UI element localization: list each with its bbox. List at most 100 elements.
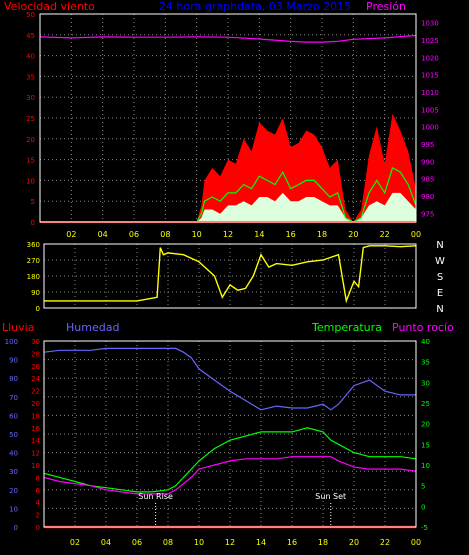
temperature-axis-tick: 20: [421, 421, 430, 429]
pressure-axis-tick: 990: [421, 158, 434, 166]
temperature-axis-tick: 30: [421, 379, 430, 387]
hour-tick-label: 02: [70, 538, 80, 547]
hour-tick-label: 16: [286, 230, 296, 239]
wind-axis-tick: 40: [26, 53, 35, 61]
temperature-axis-tick: 40: [421, 338, 430, 346]
humidity-axis-tick: 90: [9, 357, 18, 365]
graph-date-title: 24 hora graphdata, 03 Marzo 2015: [159, 0, 351, 13]
hour-tick-label: 10: [192, 230, 202, 239]
wind-title: Velocidad viento: [4, 0, 95, 13]
hour-tick-label: 22: [380, 230, 390, 239]
temperature-axis-tick: 25: [421, 400, 430, 408]
hour-tick-label: 04: [101, 538, 111, 547]
direction-panel-frame: [43, 243, 417, 309]
rain-axis-tick: 4: [36, 499, 41, 507]
wind-average-line: [40, 167, 417, 223]
temperature-axis-tick: 35: [421, 359, 430, 367]
hour-tick-label: 18: [317, 230, 327, 239]
rain-axis-tick: 20: [31, 400, 40, 408]
hour-tick-label: 04: [98, 230, 108, 239]
rain-axis-tick: 6: [36, 487, 41, 495]
rain-axis-tick: 24: [31, 375, 40, 383]
pressure-axis-tick: 1025: [421, 37, 439, 45]
humidity-axis-tick: 70: [9, 394, 18, 402]
pressure-title: Presión: [366, 0, 406, 13]
temperature-axis-tick: 5: [421, 483, 425, 491]
pressure-axis-tick: 1030: [421, 20, 439, 28]
hour-tick-label: 00: [411, 230, 421, 239]
wind-axis-tick: 10: [26, 177, 35, 185]
temperature-axis-tick: 15: [421, 441, 430, 449]
wind-axis-tick: 5: [31, 198, 35, 206]
hour-tick-label: 08: [160, 230, 170, 239]
hour-tick-label: 20: [348, 230, 358, 239]
wind-panel-frame: [39, 13, 417, 223]
pressure-axis-tick: 1015: [421, 72, 439, 80]
humidity-axis-tick: 20: [9, 487, 18, 495]
rain-title: Lluvia: [2, 321, 34, 334]
humidity-axis-tick: 10: [9, 505, 18, 513]
sunset-label: Sun Set: [315, 492, 346, 501]
hour-tick-label: 06: [132, 538, 142, 547]
wind-gust-area: [40, 113, 416, 222]
direction-axis-tick: 360: [27, 241, 40, 249]
humidity-axis-tick: 60: [9, 412, 18, 420]
hour-tick-label: 22: [380, 538, 390, 547]
wind-low-area: [40, 192, 416, 222]
direction-axis-tick: 270: [27, 257, 40, 265]
humidity-axis-tick: 40: [9, 450, 18, 458]
temperature-axis-tick: 0: [421, 503, 425, 511]
weather-panel-frame: [43, 340, 417, 528]
humidity-title: Humedad: [66, 321, 119, 334]
hour-tick-label: 08: [163, 538, 173, 547]
hour-tick-label: 06: [129, 230, 139, 239]
wind-axis-tick: 25: [26, 115, 35, 123]
hour-tick-label: 10: [194, 538, 204, 547]
rain-axis-tick: 30: [31, 338, 40, 346]
rain-axis-tick: 28: [31, 350, 40, 358]
humidity-line: [43, 347, 416, 411]
rain-axis-tick: 8: [36, 474, 40, 482]
rain-axis-tick: 22: [31, 388, 40, 396]
wind-axis-tick: 20: [26, 136, 35, 144]
dew-point-line: [43, 456, 417, 495]
direction-axis-tick: 90: [31, 289, 40, 297]
wind-axis-tick: 15: [26, 157, 35, 165]
wind-direction-line: [44, 245, 417, 304]
rain-axis-tick: 26: [31, 363, 40, 371]
temperature-line: [43, 427, 417, 493]
pressure-axis-tick: 1010: [421, 89, 439, 97]
humidity-axis-tick: 80: [9, 375, 18, 383]
compass-label: N: [436, 240, 443, 251]
compass-label: W: [435, 256, 445, 267]
compass-label: E: [437, 288, 443, 299]
pressure-axis-tick: 1020: [421, 54, 439, 62]
hour-tick-label: 12: [225, 538, 235, 547]
wind-axis-tick: 50: [26, 11, 35, 19]
humidity-axis-tick: 0: [14, 524, 18, 532]
rain-axis-tick: 14: [31, 437, 40, 445]
dew-point-title: Punto rocío: [392, 321, 454, 334]
rain-axis-tick: 16: [31, 425, 40, 433]
rain-axis-tick: 10: [31, 462, 40, 470]
compass-label: S: [437, 272, 443, 283]
pressure-axis-tick: 1000: [421, 124, 439, 132]
pressure-axis-tick: 975: [421, 210, 434, 218]
pressure-axis-tick: 985: [421, 176, 434, 184]
hour-tick-label: 14: [254, 230, 264, 239]
hour-tick-label: 16: [287, 538, 297, 547]
pressure-line: [39, 34, 417, 43]
temperature-axis-tick: 10: [421, 462, 430, 470]
rain-axis-tick: 18: [31, 412, 40, 420]
wind-axis-tick: 30: [26, 94, 35, 102]
hour-tick-label: 20: [349, 538, 359, 547]
hour-tick-label: 14: [256, 538, 266, 547]
humidity-axis-tick: 100: [5, 338, 18, 346]
rain-axis-tick: 2: [36, 512, 40, 520]
humidity-axis-tick: 30: [9, 468, 18, 476]
sunrise-label: Sun Rise: [138, 492, 173, 501]
pressure-axis-tick: 1005: [421, 106, 439, 114]
rain-axis-tick: 12: [31, 450, 40, 458]
